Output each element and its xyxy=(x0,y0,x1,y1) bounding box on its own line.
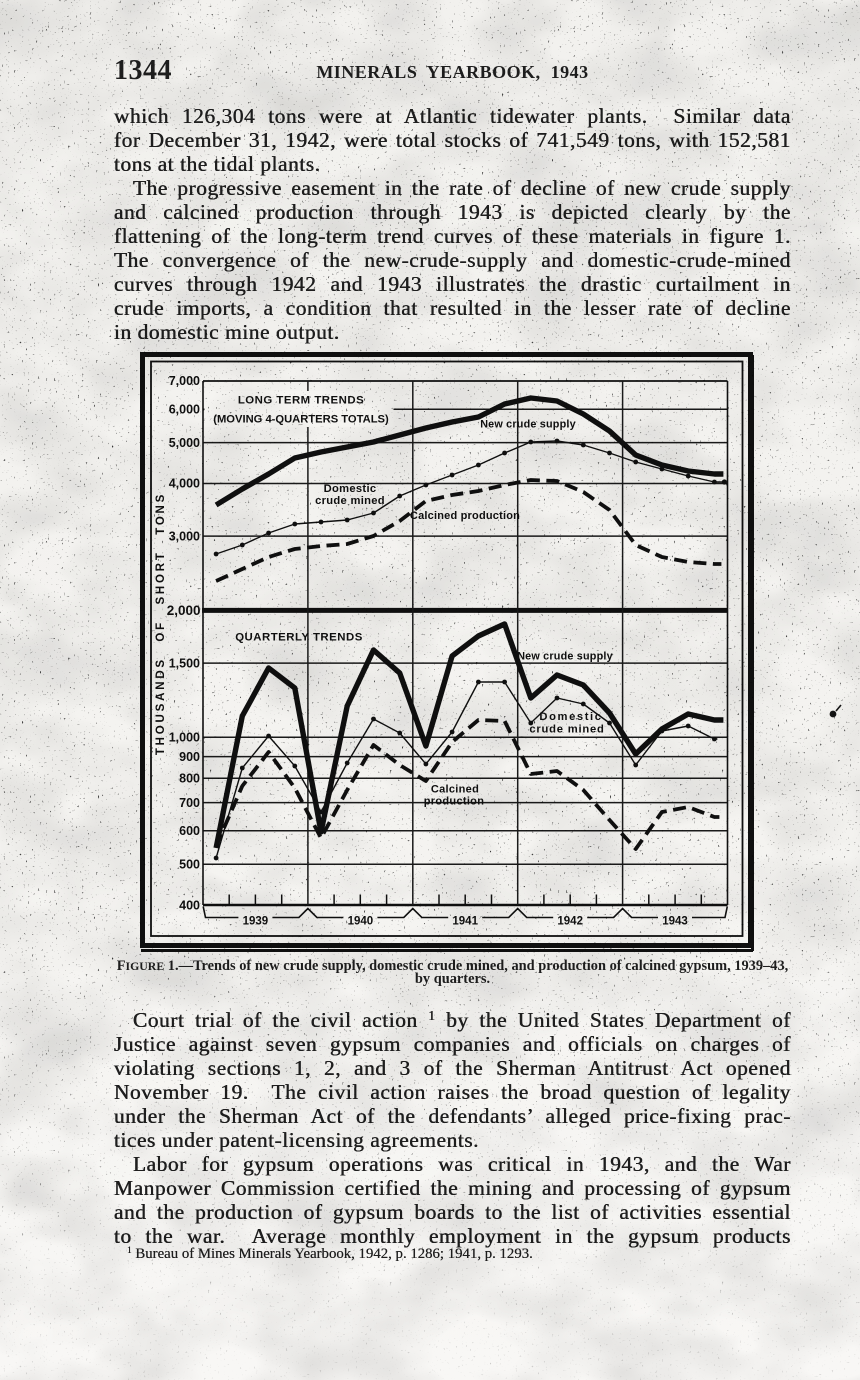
svg-text:Calcined production: Calcined production xyxy=(410,510,520,522)
svg-text:QUARTERLY TRENDS: QUARTERLY TRENDS xyxy=(235,632,363,644)
svg-text:1943: 1943 xyxy=(662,916,688,928)
svg-text:3,000: 3,000 xyxy=(169,529,200,543)
svg-text:1940: 1940 xyxy=(348,916,374,928)
svg-text:1,000: 1,000 xyxy=(169,731,200,745)
svg-text:Domestic: Domestic xyxy=(539,711,602,723)
svg-text:400: 400 xyxy=(179,898,200,912)
svg-text:1,500: 1,500 xyxy=(169,656,200,670)
svg-text:800: 800 xyxy=(179,771,200,785)
svg-text:New crude supply: New crude supply xyxy=(517,651,613,663)
svg-text:New crude supply: New crude supply xyxy=(480,419,576,431)
svg-text:600: 600 xyxy=(179,824,200,838)
svg-text:Calcined: Calcined xyxy=(431,784,479,796)
svg-text:900: 900 xyxy=(179,750,200,764)
svg-text:crude mined: crude mined xyxy=(529,724,604,736)
svg-text:crude mined: crude mined xyxy=(315,495,385,507)
svg-text:(MOVING 4-QUARTERS TOTALS): (MOVING 4-QUARTERS TOTALS) xyxy=(213,414,389,426)
svg-text:700: 700 xyxy=(179,796,200,810)
svg-text:6,000: 6,000 xyxy=(169,402,200,416)
svg-text:1941: 1941 xyxy=(452,916,478,928)
svg-text:4,000: 4,000 xyxy=(169,477,200,491)
svg-text:2,000: 2,000 xyxy=(167,603,201,618)
svg-text:THOUSANDS OF SHORT TONS: THOUSANDS OF SHORT TONS xyxy=(155,492,167,755)
svg-text:7,000: 7,000 xyxy=(169,374,200,388)
svg-text:500: 500 xyxy=(179,857,200,871)
svg-text:production: production xyxy=(424,796,484,808)
svg-text:LONG TERM TRENDS: LONG TERM TRENDS xyxy=(238,395,364,407)
svg-text:1939: 1939 xyxy=(243,916,269,928)
svg-text:1942: 1942 xyxy=(557,916,583,928)
svg-text:5,000: 5,000 xyxy=(169,436,200,450)
svg-text:Domestic: Domestic xyxy=(324,483,377,495)
